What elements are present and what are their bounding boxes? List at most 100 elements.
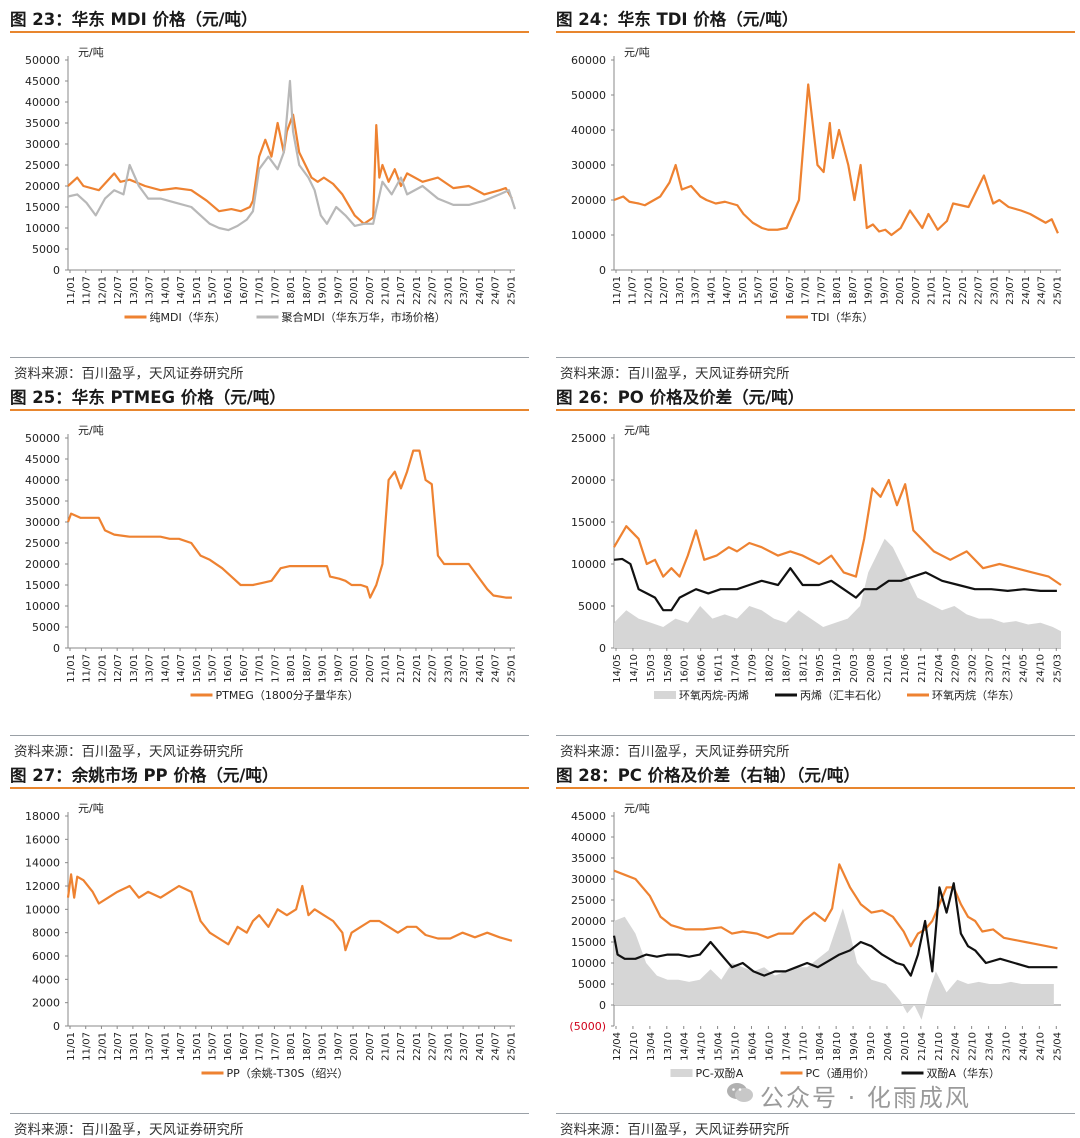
x-tick-label: 14/04 (680, 1032, 691, 1061)
x-tick-label: 12/01 (97, 654, 108, 683)
x-tick-label: 11/07 (82, 276, 93, 305)
x-tick-label: 14/01 (160, 654, 171, 683)
x-tick-label: 22/01 (958, 276, 969, 305)
x-tick-label: 23/01 (443, 1032, 454, 1061)
line-series (67, 113, 513, 225)
x-tick-label: 24/07 (491, 654, 502, 683)
x-tick-label: 15/01 (192, 1032, 203, 1061)
x-tick-label: 14/07 (176, 654, 187, 683)
y-unit-label: 元/吨 (78, 424, 104, 437)
x-tick-label: 13/07 (691, 276, 702, 305)
po-price-spread-chart: 元/吨 0 5000 10000 15000 20000 25000 14/05 14/10 15… (571, 424, 1063, 702)
x-tick-label: 12/10 (629, 1032, 640, 1061)
y-tick-label: 15000 (25, 579, 60, 592)
x-tick-label: 24/01 (1021, 276, 1032, 305)
y-tick-label: 45000 (571, 810, 606, 823)
x-tick-label: 24/07 (491, 276, 502, 305)
x-tick-label: 25/01 (506, 276, 517, 305)
x-tick-label: 24/01 (475, 1032, 486, 1061)
y-tick-label: 45000 (25, 75, 60, 88)
y-tick-label: 30000 (571, 873, 606, 886)
x-tick-label: 22/01 (412, 654, 423, 683)
x-tick-label: 14/05 (612, 654, 623, 683)
x-tick-label: 23/10 (1001, 1032, 1012, 1061)
x-tick-label: 11/01 (66, 654, 77, 683)
x-tick-label: 17/01 (801, 276, 812, 305)
chart-title: 图 24：华东 TDI 价格（元/吨） (556, 10, 799, 29)
legend-label: TDI（华东） (810, 310, 873, 324)
title-divider (10, 787, 529, 789)
x-tick-label: 23/12 (1001, 654, 1012, 683)
chart-panel-po: 图 26：PO 价格及价差（元/吨） 元/吨 0 5000 10000 15000 200… (546, 378, 1076, 760)
title-divider (556, 31, 1075, 33)
x-tick-label: 22/07 (428, 654, 439, 683)
y-tick-label: 15000 (571, 516, 606, 529)
x-tick-label: 14/01 (706, 276, 717, 305)
line-series (66, 449, 512, 599)
line-series (613, 83, 1059, 237)
x-tick-label: 21/01 (883, 654, 894, 683)
chart-title: 图 25：华东 PTMEG 价格（元/吨） (10, 388, 286, 407)
x-tick-label: 15/07 (208, 276, 219, 305)
x-tick-label: 11/07 (628, 276, 639, 305)
x-tick-label: 23/07 (459, 1032, 470, 1061)
x-tick-label: 13/01 (129, 1032, 140, 1061)
chart-title: 图 23：华东 MDI 价格（元/吨） (10, 10, 258, 29)
x-tick-label: 18/01 (832, 276, 843, 305)
x-tick-label: 19/01 (318, 654, 329, 683)
x-tick-label: 15/07 (208, 1032, 219, 1061)
x-tick-label: 15/04 (714, 1032, 725, 1061)
y-tick-label: 50000 (25, 432, 60, 445)
x-tick-label: 18/07 (848, 276, 859, 305)
x-tick-label: 16/06 (697, 654, 708, 683)
x-tick-label: 16/01 (223, 654, 234, 683)
y-tick-label: 16000 (25, 833, 60, 846)
y-tick-label: 0 (53, 264, 60, 277)
x-tick-label: 14/10 (697, 1032, 708, 1061)
x-tick-label: 24/10 (1035, 1032, 1046, 1061)
legend-label: PC-双酚A (696, 1066, 744, 1080)
x-tick-label: 24/07 (491, 1032, 502, 1061)
x-tick-label: 14/10 (629, 654, 640, 683)
ptmeg-price-chart: 元/吨 0 5000 10000 15000 20000 25000 30000 35000 40… (25, 424, 517, 702)
y-tick-label: 5000 (32, 243, 60, 256)
y-tick-label: 25000 (571, 894, 606, 907)
x-tick-label: 18/01 (286, 276, 297, 305)
title-divider (556, 409, 1075, 411)
x-tick-label: 22/07 (428, 1032, 439, 1061)
x-tick-label: 15/08 (663, 654, 674, 683)
x-tick-label: 11/07 (82, 1032, 93, 1061)
source-divider (556, 357, 1075, 358)
y-unit-label: 元/吨 (624, 424, 650, 437)
y-tick-label: 50000 (25, 54, 60, 67)
x-tick-label: 16/07 (785, 276, 796, 305)
y-tick-label: 14000 (25, 857, 60, 870)
legend-label: 聚合MDI（华东万华，市场价格） (282, 310, 446, 324)
x-tick-label: 21/07 (396, 276, 407, 305)
x-tick-label: 15/01 (738, 276, 749, 305)
x-tick-label: 15/07 (208, 654, 219, 683)
x-tick-label: 15/10 (731, 1032, 742, 1061)
x-tick-label: 12/04 (612, 1032, 623, 1061)
x-tick-label: 21/07 (396, 1032, 407, 1061)
line-series (613, 557, 1057, 612)
x-tick-label: 19/10 (866, 1032, 877, 1061)
x-tick-label: 18/07 (302, 1032, 313, 1061)
x-tick-label: 24/01 (475, 654, 486, 683)
line-series (612, 882, 1058, 977)
y-tick-label: 20000 (571, 915, 606, 928)
y-tick-label: 35000 (25, 495, 60, 508)
x-tick-label: 20/07 (365, 276, 376, 305)
source-note: 资料来源：百川盈孚，天风证券研究所 (14, 744, 244, 760)
x-tick-label: 20/07 (365, 654, 376, 683)
source-note: 资料来源：百川盈孚，天风证券研究所 (14, 366, 244, 382)
x-tick-label: 13/10 (663, 1032, 674, 1061)
y-tick-label: 0 (599, 642, 606, 655)
source-note: 资料来源：百川盈孚，天风证券研究所 (14, 1122, 244, 1138)
y-unit-label: 元/吨 (78, 802, 104, 815)
y-tick-label: 10000 (25, 903, 60, 916)
y-tick-label: 18000 (25, 810, 60, 823)
area-series (614, 908, 1054, 1020)
x-tick-label: 18/07 (302, 276, 313, 305)
x-tick-label: 13/07 (145, 276, 156, 305)
